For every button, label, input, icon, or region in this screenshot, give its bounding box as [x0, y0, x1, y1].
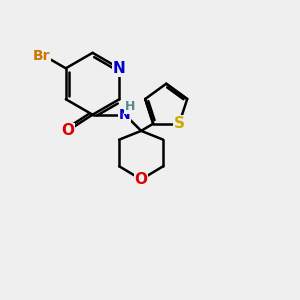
- Text: O: O: [61, 123, 74, 138]
- Text: H: H: [125, 100, 136, 113]
- Text: N: N: [119, 108, 131, 122]
- Text: Br: Br: [32, 49, 50, 63]
- Text: S: S: [174, 116, 185, 131]
- Text: N: N: [113, 61, 126, 76]
- Text: O: O: [135, 172, 148, 187]
